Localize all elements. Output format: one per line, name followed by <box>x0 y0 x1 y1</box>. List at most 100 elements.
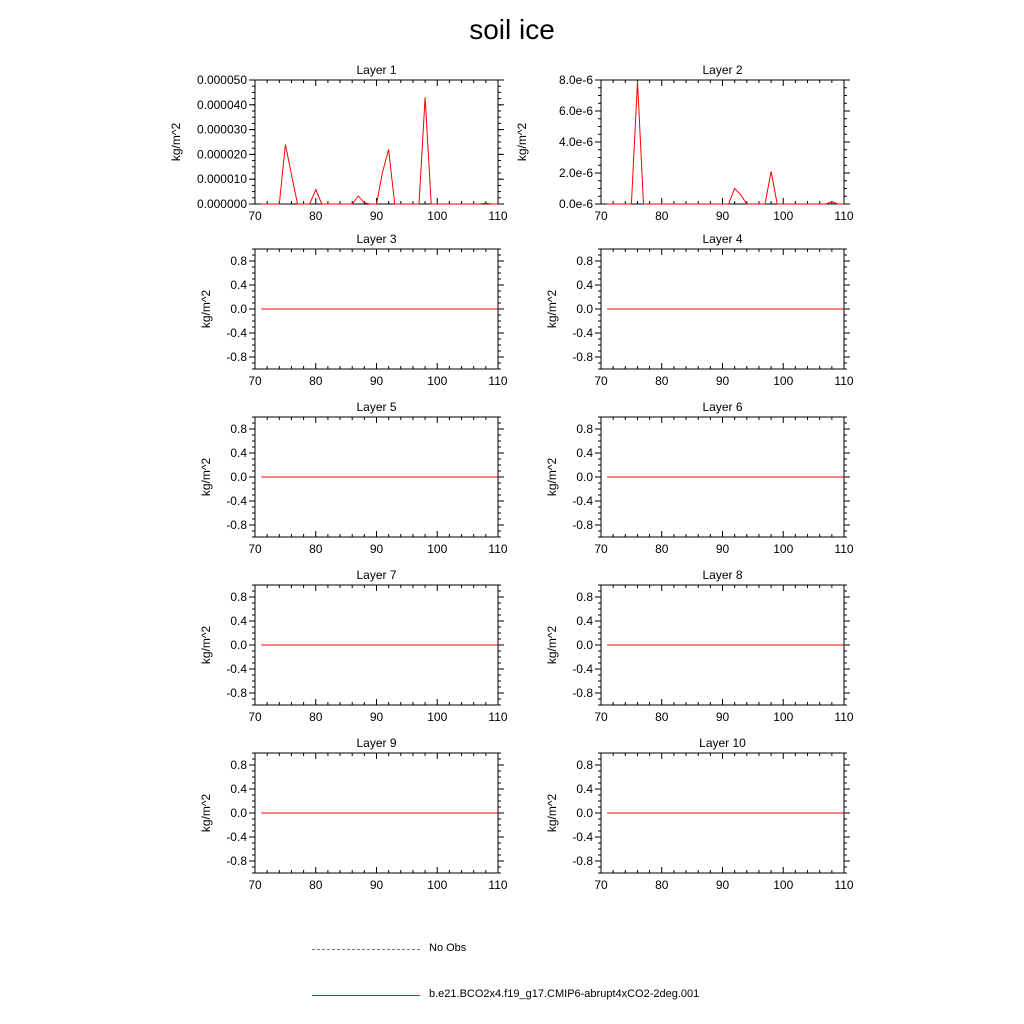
y-tick-label: 0.0 <box>230 806 247 820</box>
x-tick-label: 70 <box>594 542 608 556</box>
legend-swatch-obs <box>312 949 420 950</box>
panel-layer-3: Layer 3 70 80 90 100 110 -0.8 -0.4 0.0 0.4 0.8 kg/m… <box>199 232 508 388</box>
x-tick-label: 100 <box>773 209 793 223</box>
x-tick-label: 100 <box>773 878 793 892</box>
y-tick-label: -0.8 <box>226 854 247 868</box>
y-tick-label: 0.8 <box>230 422 247 436</box>
y-axis-label: kg/m^2 <box>545 458 559 497</box>
x-tick-label: 80 <box>655 542 669 556</box>
y-tick-label: 0.8 <box>230 590 247 604</box>
legend-item-model: b.e21.BCO2x4.f19_g17.CMIP6-abrupt4xCO2-2… <box>312 988 812 1004</box>
plot-frame <box>254 79 499 205</box>
x-tick-label: 90 <box>370 374 384 388</box>
y-tick-label: -0.4 <box>226 830 247 844</box>
y-tick-label: 4.0e-6 <box>559 135 593 149</box>
x-tick-label: 70 <box>248 878 262 892</box>
x-tick-label: 90 <box>370 710 384 724</box>
x-tick-label: 90 <box>716 374 730 388</box>
x-tick-label: 80 <box>309 209 323 223</box>
x-tick-label: 70 <box>248 542 262 556</box>
panel-layer-1: Layer 1 70 80 90 100 110 0.000000 0.000010 0.000… <box>169 63 508 223</box>
y-tick-label: 8.0e-6 <box>559 73 593 87</box>
panel-title: Layer 5 <box>356 400 396 414</box>
x-tick-label: 110 <box>834 878 853 892</box>
x-tick-label: 80 <box>309 542 323 556</box>
y-tick-label: 0.8 <box>230 254 247 268</box>
x-tick-label: 100 <box>427 710 447 724</box>
y-tick-label: 0.0 <box>576 638 593 652</box>
x-tick-label: 100 <box>773 374 793 388</box>
x-tick-label: 100 <box>427 209 447 223</box>
y-tick-label: 6.0e-6 <box>559 104 593 118</box>
y-tick-label: -0.4 <box>226 326 247 340</box>
y-tick-label: 0.0e-6 <box>559 197 593 211</box>
x-tick-label: 110 <box>834 710 853 724</box>
y-tick-label: -0.4 <box>226 662 247 676</box>
x-tick-label: 110 <box>488 542 507 556</box>
y-tick-label: -0.8 <box>572 518 593 532</box>
x-tick-label: 100 <box>773 710 793 724</box>
y-tick-label: 0.000030 <box>197 123 247 137</box>
x-tick-label: 90 <box>716 209 730 223</box>
y-tick-label: 0.000010 <box>197 172 247 186</box>
x-tick-label: 80 <box>309 878 323 892</box>
y-tick-label: 0.0 <box>230 638 247 652</box>
y-tick-label: 0.8 <box>576 254 593 268</box>
y-axis-label: kg/m^2 <box>169 123 183 162</box>
x-tick-label: 70 <box>248 209 262 223</box>
x-tick-label: 70 <box>594 878 608 892</box>
y-axis-label: kg/m^2 <box>515 123 529 162</box>
x-tick-label: 70 <box>248 374 262 388</box>
panel-layer-8: Layer 8 70 80 90 100 110 -0.8 -0.4 0.0 0.4 0.8 kg/m… <box>545 568 854 724</box>
panel-layer-6: Layer 6 70 80 90 100 110 -0.8 -0.4 0.0 0.4 0.8 kg/m… <box>545 400 854 556</box>
y-tick-label: 0.4 <box>576 278 593 292</box>
y-tick-label: 0.4 <box>576 446 593 460</box>
panel-layer-5: Layer 5 70 80 90 100 110 -0.8 -0.4 0.0 0.4 0.8 kg/m… <box>199 400 508 556</box>
y-tick-label: 0.8 <box>576 758 593 772</box>
series-line <box>261 97 498 205</box>
x-tick-label: 90 <box>370 209 384 223</box>
x-tick-label: 100 <box>773 542 793 556</box>
x-tick-label: 110 <box>488 878 507 892</box>
y-tick-label: -0.8 <box>226 686 247 700</box>
panel-title: Layer 6 <box>702 400 742 414</box>
y-tick-label: 0.0 <box>230 470 247 484</box>
y-tick-label: 0.4 <box>576 614 593 628</box>
x-tick-label: 70 <box>248 710 262 724</box>
y-tick-label: 0.8 <box>230 758 247 772</box>
y-tick-label: -0.4 <box>572 662 593 676</box>
y-tick-label: -0.8 <box>572 854 593 868</box>
y-axis-label: kg/m^2 <box>545 626 559 665</box>
panel-title: Layer 2 <box>702 63 742 77</box>
panel-title: Layer 3 <box>356 232 396 246</box>
legend-item-obs: No Obs <box>312 942 812 958</box>
y-tick-label: 0.0 <box>576 302 593 316</box>
x-tick-label: 70 <box>594 374 608 388</box>
y-tick-label: 0.4 <box>230 782 247 796</box>
y-tick-label: -0.8 <box>226 350 247 364</box>
x-tick-label: 110 <box>834 374 853 388</box>
x-tick-label: 100 <box>427 878 447 892</box>
figure-title: soil ice <box>469 14 555 45</box>
x-tick-label: 90 <box>716 710 730 724</box>
x-tick-label: 80 <box>655 710 669 724</box>
panel-title: Layer 7 <box>356 568 396 582</box>
y-axis-label: kg/m^2 <box>199 794 213 833</box>
series-line <box>607 81 844 205</box>
panel-title: Layer 10 <box>699 736 746 750</box>
x-tick-label: 70 <box>594 710 608 724</box>
panel-layer-4: Layer 4 70 80 90 100 110 -0.8 -0.4 0.0 0.4 0.8 kg/m… <box>545 232 854 388</box>
plot-frame <box>600 79 845 205</box>
x-tick-label: 80 <box>655 374 669 388</box>
panel-layer-2: Layer 2 70 80 90 100 110 0.0e-6 2.0e-6 4.0e-6 6.0… <box>515 63 854 223</box>
y-tick-label: 0.4 <box>230 446 247 460</box>
x-tick-label: 80 <box>655 209 669 223</box>
panel-title: Layer 4 <box>702 232 742 246</box>
y-tick-label: -0.4 <box>572 494 593 508</box>
y-tick-label: -0.8 <box>226 518 247 532</box>
y-axis-label: kg/m^2 <box>545 794 559 833</box>
y-tick-label: -0.4 <box>572 830 593 844</box>
y-tick-label: 0.4 <box>230 278 247 292</box>
y-tick-label: 0.4 <box>230 614 247 628</box>
y-tick-label: -0.8 <box>572 686 593 700</box>
